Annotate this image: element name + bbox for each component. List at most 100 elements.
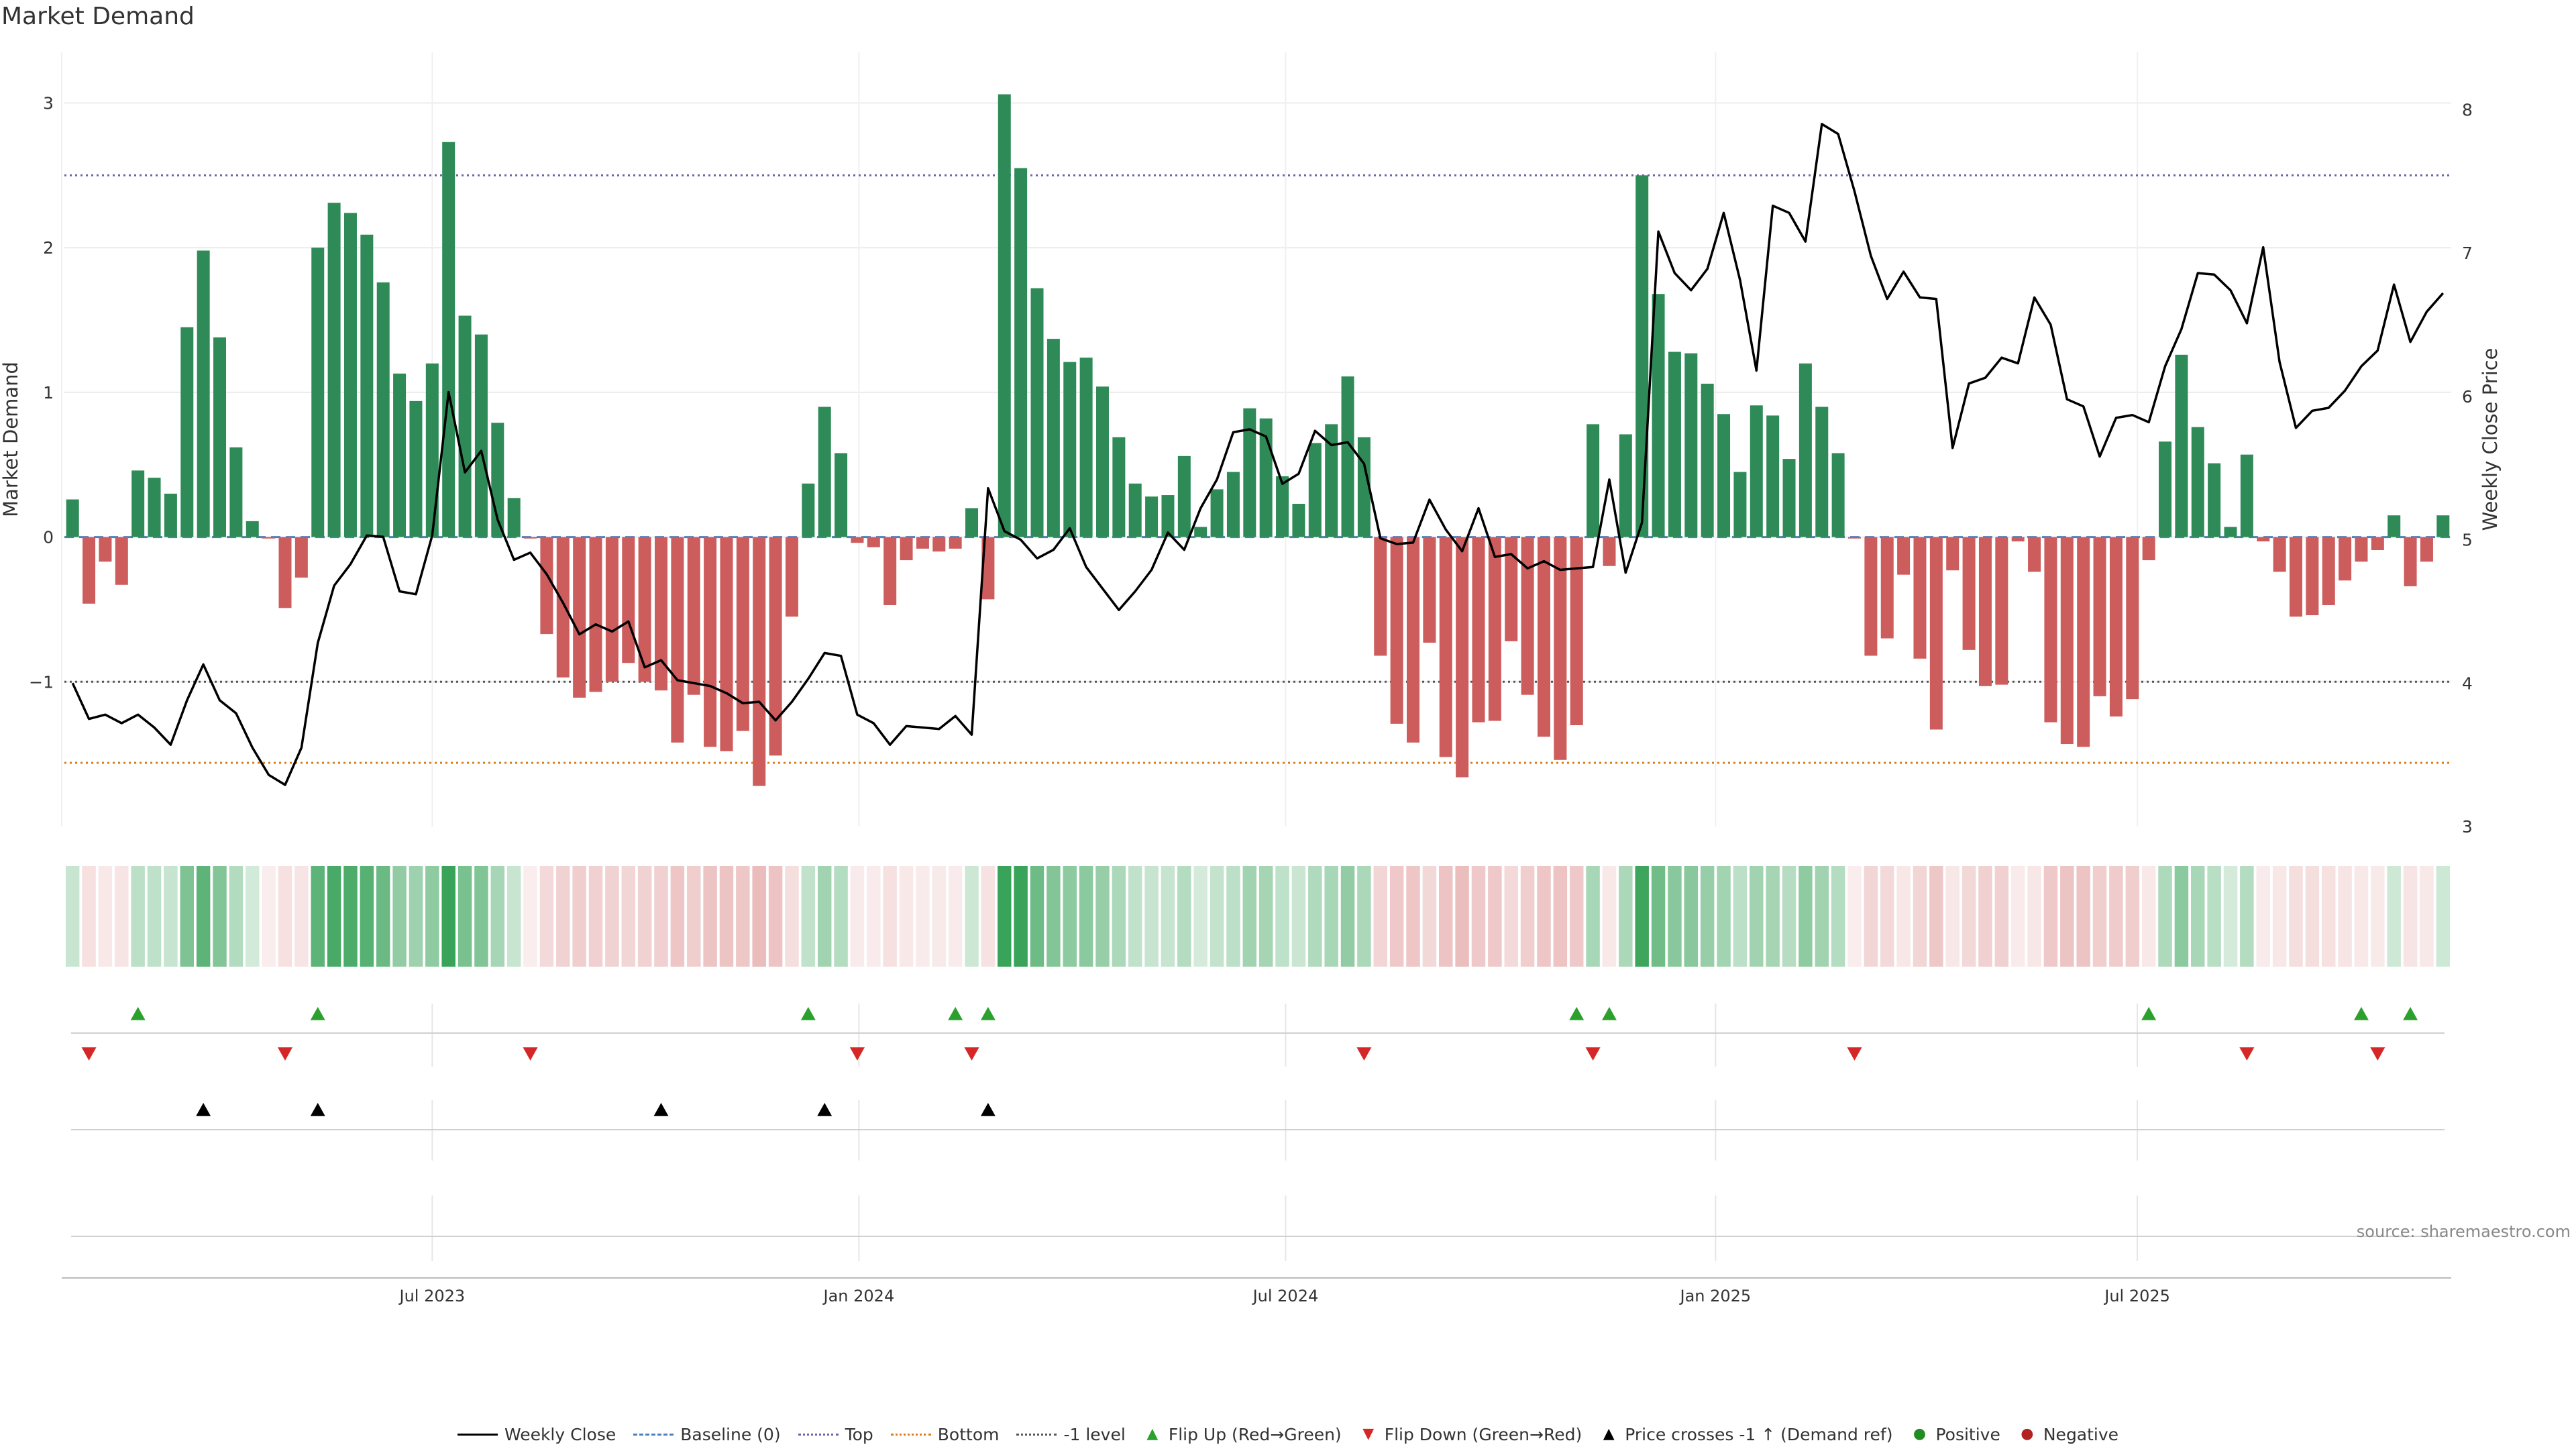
- flip-up-marker: [980, 1007, 996, 1020]
- legend-item-negative[interactable]: ● Negative: [2018, 1425, 2118, 1444]
- legend-item-price-crosses[interactable]: ▲ Price crosses -1 ↑ (Demand ref): [1599, 1425, 1893, 1444]
- legend-item-minus1[interactable]: -1 level: [1016, 1425, 1126, 1444]
- demand-bar: [197, 250, 210, 537]
- intensity-cell: [1258, 866, 1273, 967]
- intensity-cell: [1537, 866, 1551, 967]
- demand-bar: [883, 537, 897, 605]
- x-tick-label: Jan 2025: [1679, 1287, 1752, 1305]
- intensity-cell: [490, 866, 505, 967]
- intensity-cell: [1651, 866, 1666, 967]
- intensity-cell: [1373, 866, 1388, 967]
- source-note: source: sharemaestro.com: [2356, 1222, 2571, 1241]
- demand-bar: [2093, 537, 2106, 696]
- demand-bar: [2224, 527, 2237, 537]
- y-tick-label: 1: [43, 383, 54, 402]
- intensity-cell: [294, 866, 309, 967]
- intensity-cell: [1324, 866, 1338, 967]
- demand-bar: [540, 537, 553, 635]
- demand-bar: [1946, 537, 1960, 571]
- flip-down-marker: [1356, 1047, 1372, 1061]
- legend-item-bottom[interactable]: Bottom: [890, 1424, 1000, 1444]
- legend-item-weekly-close[interactable]: Weekly Close: [457, 1424, 616, 1444]
- intensity-cell: [1945, 866, 1960, 967]
- demand-bar: [1978, 537, 1992, 686]
- intensity-cell: [1978, 866, 1992, 967]
- intensity-cell: [458, 866, 472, 967]
- intensity-cell: [376, 866, 390, 967]
- demand-bar: [1880, 537, 1894, 639]
- demand-bar: [1995, 537, 2008, 685]
- y-tick-label: 0: [43, 528, 54, 547]
- y2-tick-label: 6: [2462, 387, 2473, 407]
- demand-bar: [1831, 453, 1845, 537]
- demand-bar: [442, 142, 455, 537]
- demand-bar: [458, 315, 472, 537]
- demand-bar: [916, 537, 929, 549]
- intensity-cell: [180, 866, 195, 967]
- demand-bar: [1128, 483, 1142, 537]
- flip-up-marker: [2353, 1007, 2369, 1020]
- intensity-cell: [1063, 866, 1077, 967]
- intensity-cell: [883, 866, 897, 967]
- demand-bar: [1145, 496, 1159, 537]
- intensity-cell: [1471, 866, 1486, 967]
- legend-label: Bottom: [937, 1424, 1000, 1444]
- demand-bar: [1766, 415, 1780, 537]
- intensity-cell: [981, 866, 996, 967]
- intensity-cell: [262, 866, 276, 967]
- demand-bar: [66, 499, 79, 537]
- intensity-cell: [1014, 866, 1028, 967]
- demand-bar: [409, 400, 423, 537]
- intensity-cell: [147, 866, 162, 967]
- demand-bar: [1456, 537, 1469, 777]
- intensity-cell: [2354, 866, 2369, 967]
- y2-tick-label: 7: [2462, 244, 2473, 263]
- legend-label: Weekly Close: [504, 1424, 616, 1444]
- legend-item-flip-up[interactable]: ▲ Flip Up (Red→Green): [1143, 1425, 1341, 1444]
- legend-item-flip-down[interactable]: ▼ Flip Down (Green→Red): [1359, 1425, 1582, 1444]
- triangle-up-icon: ▲: [1603, 1426, 1615, 1442]
- legend-item-positive[interactable]: ● Positive: [1910, 1425, 2000, 1444]
- intensity-cell: [1308, 866, 1322, 967]
- intensity-cell: [1291, 866, 1306, 967]
- demand-bar: [2404, 537, 2417, 586]
- demand-bar: [1799, 363, 1812, 537]
- intensity-cell: [2207, 866, 2221, 967]
- legend-label: Baseline (0): [680, 1424, 781, 1444]
- legend-item-baseline[interactable]: Baseline (0): [633, 1424, 781, 1444]
- intensity-cell: [1782, 866, 1796, 967]
- intensity-cell: [834, 866, 848, 967]
- flip-down-marker: [964, 1047, 979, 1061]
- intensity-cell: [2125, 866, 2140, 967]
- legend-item-top[interactable]: Top: [798, 1425, 873, 1444]
- intensity-cell: [1553, 866, 1568, 967]
- demand-bar: [671, 537, 684, 743]
- intensity-cell: [1994, 866, 2009, 967]
- demand-bar: [1472, 537, 1485, 722]
- intensity-cell: [1210, 866, 1224, 967]
- flip-down-marker: [277, 1047, 292, 1061]
- intensity-cell: [441, 866, 455, 967]
- legend-label: Positive: [1935, 1424, 2000, 1444]
- intensity-cell: [229, 866, 244, 967]
- demand-bar: [900, 537, 913, 561]
- circle-icon: ●: [2021, 1426, 2034, 1442]
- demand-bar: [2339, 537, 2352, 581]
- intensity-cell: [2403, 866, 2418, 967]
- demand-bar: [294, 537, 308, 578]
- demand-bar: [2306, 537, 2319, 616]
- intensity-cell: [131, 866, 145, 967]
- flip-up-marker: [1569, 1007, 1585, 1020]
- flip-up-marker: [310, 1007, 325, 1020]
- demand-bar: [1439, 537, 1452, 757]
- demand-bar: [1210, 489, 1224, 537]
- intensity-cell: [572, 866, 586, 967]
- flip-up-marker: [2141, 1007, 2157, 1020]
- demand-bar: [148, 478, 161, 537]
- demand-bar: [2126, 537, 2139, 700]
- demand-bar: [1194, 527, 1208, 537]
- intensity-cell: [1275, 866, 1289, 967]
- reference-lines: [64, 174, 2451, 764]
- chart-title: Market Demand: [1, 3, 195, 30]
- intensity-cell: [1406, 866, 1420, 967]
